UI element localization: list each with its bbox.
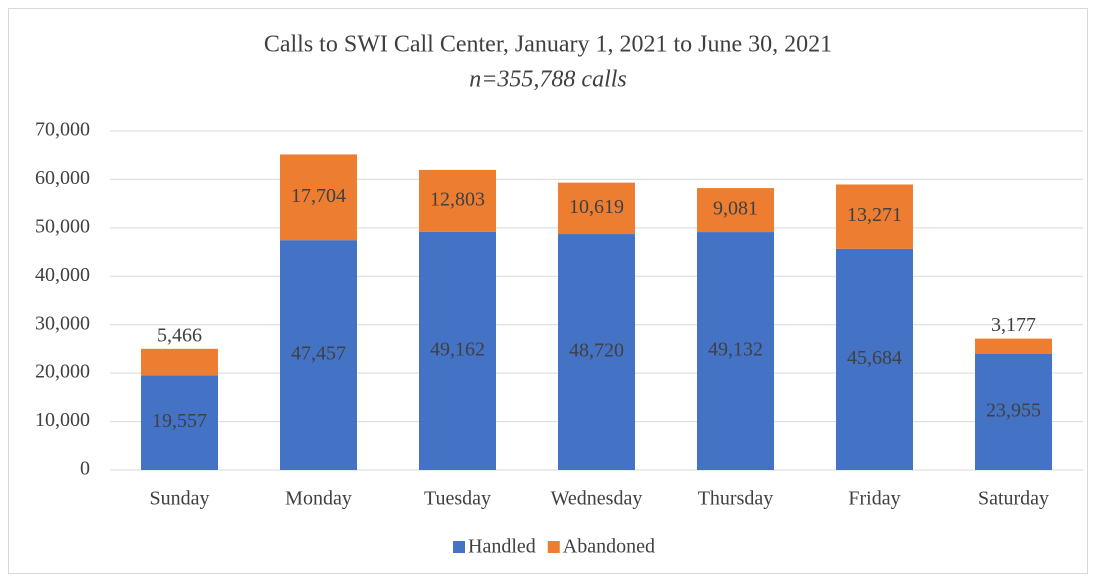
bar-segment bbox=[975, 338, 1052, 354]
chart-subtitle: n=355,788 calls bbox=[469, 67, 627, 93]
data-label: 49,162 bbox=[430, 339, 485, 361]
bar-segment bbox=[141, 348, 218, 376]
data-label: 13,271 bbox=[847, 204, 902, 226]
y-tick-label: 50,000 bbox=[35, 215, 90, 237]
bar-segment bbox=[836, 248, 913, 470]
data-label: 48,720 bbox=[569, 340, 624, 362]
legend-swatch bbox=[547, 541, 560, 553]
bar-segment bbox=[419, 169, 496, 232]
x-tick-label: Saturday bbox=[978, 488, 1049, 510]
y-tick-label: 10,000 bbox=[35, 409, 90, 431]
y-tick-label: 30,000 bbox=[35, 312, 90, 334]
chart-title: Calls to SWI Call Center, January 1, 202… bbox=[264, 32, 832, 58]
y-tick-label: 0 bbox=[80, 458, 90, 480]
bar-segment bbox=[280, 240, 357, 470]
y-tick-label: 40,000 bbox=[35, 264, 90, 286]
x-tick-label: Wednesday bbox=[551, 488, 643, 510]
data-label: 19,557 bbox=[152, 410, 207, 432]
x-tick-label: Thursday bbox=[698, 488, 774, 510]
bar-segment bbox=[419, 231, 496, 470]
data-label: 47,457 bbox=[291, 343, 346, 365]
bar-segment bbox=[558, 234, 635, 470]
bar-segment bbox=[836, 184, 913, 249]
y-tick-label: 60,000 bbox=[35, 167, 90, 189]
bar-segment bbox=[141, 375, 218, 470]
bar-segment bbox=[558, 182, 635, 235]
data-label: 23,955 bbox=[986, 400, 1041, 422]
x-tick-label: Tuesday bbox=[424, 488, 491, 510]
x-tick-label: Friday bbox=[848, 488, 900, 510]
data-label: 12,803 bbox=[430, 189, 485, 211]
x-tick-label: Monday bbox=[285, 488, 352, 510]
x-tick-label: Sunday bbox=[150, 488, 210, 510]
bar-segment bbox=[697, 188, 774, 233]
legend-swatch bbox=[453, 541, 465, 553]
legend-label: Handled bbox=[468, 536, 536, 558]
y-tick-label: 20,000 bbox=[35, 361, 90, 383]
data-label: 3,177 bbox=[991, 314, 1036, 336]
data-label: 9,081 bbox=[713, 198, 758, 220]
bar-segment bbox=[975, 353, 1052, 470]
data-label: 10,619 bbox=[569, 196, 624, 218]
data-label: 5,466 bbox=[157, 324, 202, 346]
bar-segment bbox=[697, 232, 774, 470]
bar-segment bbox=[280, 154, 357, 241]
data-label: 49,132 bbox=[708, 339, 763, 361]
y-tick-label: 70,000 bbox=[35, 119, 90, 141]
legend-label: Abandoned bbox=[563, 536, 655, 558]
data-label: 45,684 bbox=[847, 347, 902, 369]
data-label: 17,704 bbox=[291, 185, 346, 207]
